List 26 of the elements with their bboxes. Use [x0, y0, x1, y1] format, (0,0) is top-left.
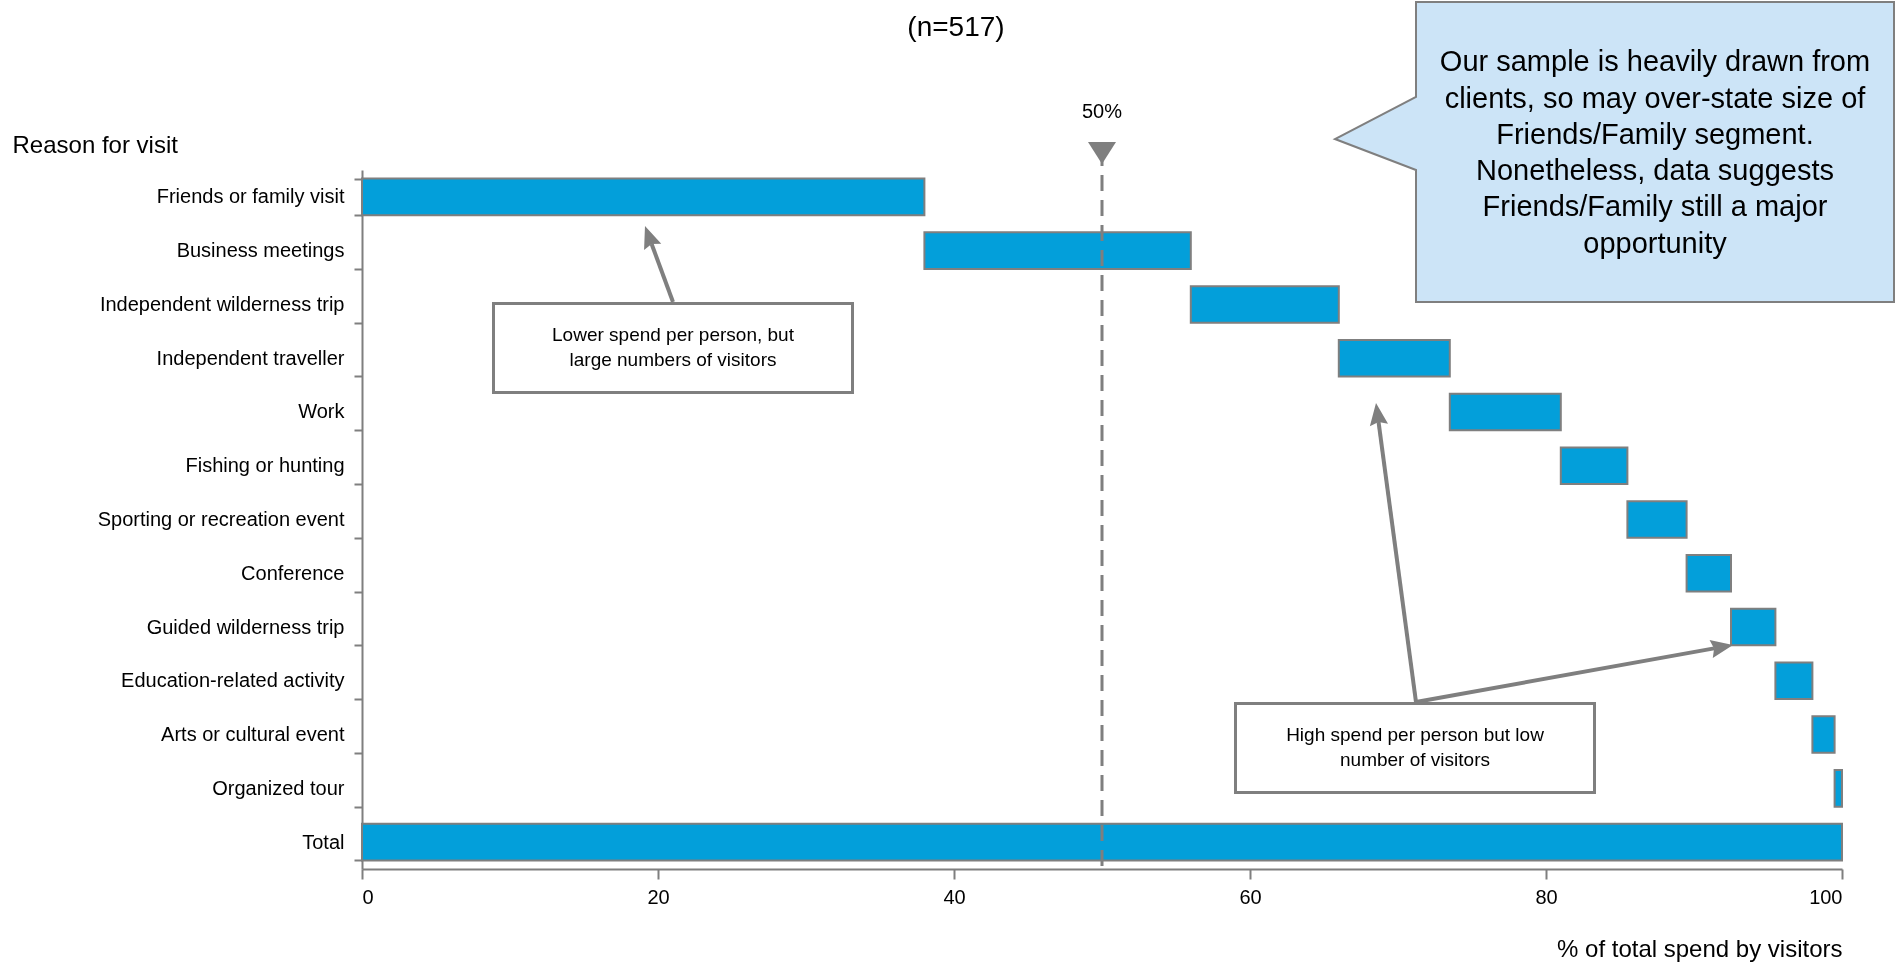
y-tick-label: Independent traveller — [156, 346, 345, 369]
y-tick-label: Education-related activity — [121, 669, 345, 692]
y-tick-label: Organized tour — [212, 776, 345, 799]
x-tick-label: 80 — [1535, 885, 1558, 908]
annotation: Our sample is heavily drawn from clients, so may over-state size of Friends/Family segment. Nonetheless, data suggests Friends/Family still a major opportunity — [1438, 44, 1872, 261]
y-tick-label: Work — [298, 400, 346, 423]
y-tick-label: Total — [302, 830, 345, 853]
x-tick-label: 40 — [943, 885, 966, 908]
chart-title: (n=517) — [907, 11, 1005, 42]
x-tick-label: 60 — [1239, 885, 1262, 908]
x-tick-label: 100 — [1809, 885, 1843, 908]
ref-line-label: 50% — [1081, 100, 1123, 122]
x-tick-label: 20 — [647, 885, 670, 908]
text-box: Lower spend per person, but large numbers of visitors — [492, 302, 854, 394]
y-tick-label: Friends or family visit — [156, 185, 345, 208]
y-axis-title: Reason for visit — [12, 130, 179, 158]
x-tick-label: 0 — [362, 885, 374, 908]
y-tick-label: Guided wilderness trip — [146, 615, 345, 638]
x-axis-title: % of total spend by visitors — [1557, 934, 1843, 962]
y-tick-label: Business meetings — [176, 239, 345, 262]
y-tick-label: Conference — [241, 561, 345, 584]
y-tick-label: Independent wilderness trip — [99, 292, 345, 315]
y-tick-label: Arts or cultural event — [161, 723, 345, 746]
text-box: High spend per person but low number of visitors — [1234, 702, 1596, 794]
y-tick-label: Fishing or hunting — [185, 454, 345, 477]
y-tick-label: Sporting or recreation event — [97, 508, 345, 530]
